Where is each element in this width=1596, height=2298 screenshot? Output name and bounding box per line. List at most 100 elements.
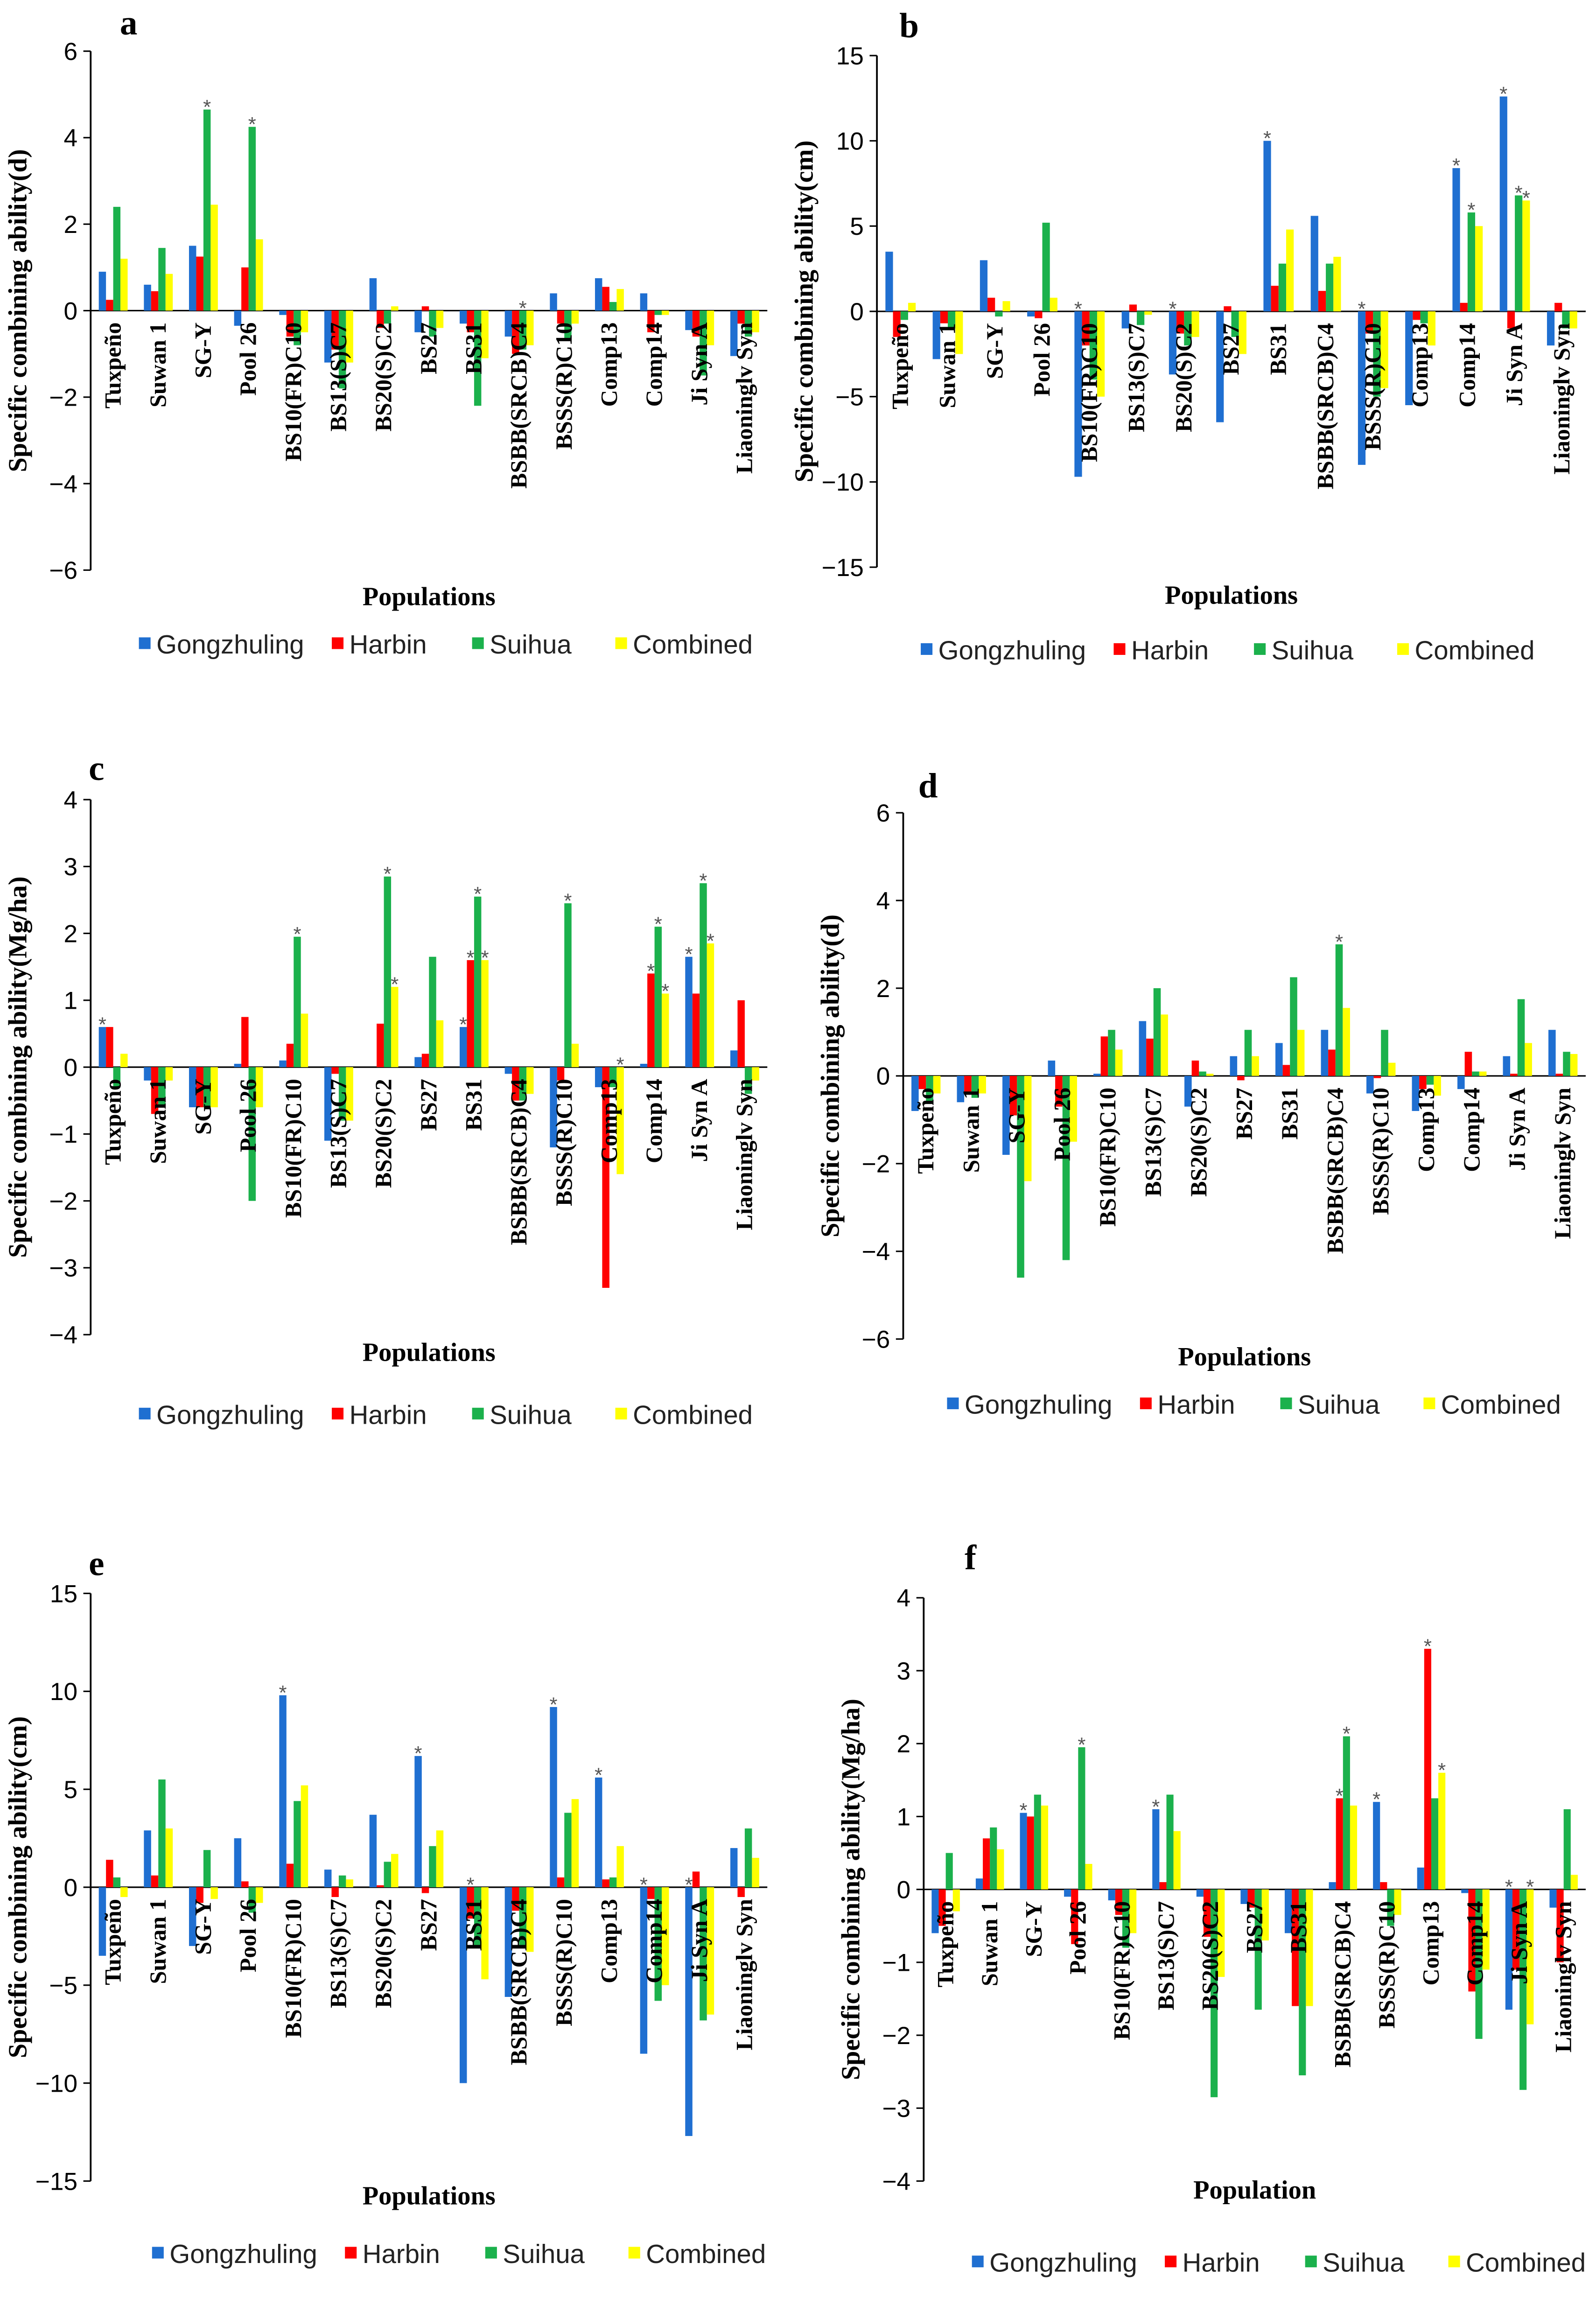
- bar-combined: [120, 259, 128, 311]
- x-tick-label: BS20(S)C2: [1197, 1901, 1223, 2010]
- legend-swatch: [1140, 1397, 1152, 1409]
- significance-star: *: [1152, 1795, 1160, 1818]
- bar-harbin: [1159, 1882, 1167, 1890]
- bar-combined: [436, 310, 444, 328]
- x-tick-label: SG-Y: [1020, 1901, 1046, 1957]
- x-tick-label: Suwan 1: [145, 1899, 171, 1984]
- bar-combined: [1097, 311, 1105, 397]
- x-tick-label: BS10(FR)C10: [280, 323, 306, 462]
- bar-gongzhuling: [640, 1063, 648, 1068]
- bar-suihua: [1089, 311, 1097, 380]
- chart-panel-f: f −4 −3 −2 −1 0 1 2 3 4 Specific combining ability…: [837, 1539, 1586, 2277]
- x-tick-label: Pool 26: [235, 323, 261, 396]
- bar-harbin: [241, 267, 249, 311]
- significance-star: *: [1505, 1876, 1513, 1898]
- x-tick-label: BS27: [1241, 1901, 1267, 1953]
- bar-harbin: [377, 1885, 384, 1887]
- x-tick-label: BS10(FR)C10: [280, 1079, 306, 1218]
- legend-swatch: [1165, 2256, 1177, 2268]
- bar-gongzhuling: [640, 293, 648, 311]
- bar-suihua: [248, 1067, 256, 1201]
- bar-gongzhuling: [640, 1887, 648, 2054]
- bar-combined: [1394, 1889, 1401, 1915]
- bar-gongzhuling: [1417, 1867, 1424, 1890]
- bar-suihua: [1042, 223, 1050, 312]
- bar-suihua: [947, 311, 956, 329]
- y-tick-label: 2: [63, 211, 77, 239]
- x-tick-label: Suwan 1: [934, 323, 960, 408]
- bar-harbin: [1512, 1889, 1520, 1970]
- y-axis-label: Specific combining ability(cm): [3, 1716, 32, 2059]
- bar-gongzhuling: [279, 310, 287, 315]
- significance-star: *: [647, 960, 655, 983]
- y-tick-label: −2: [49, 1188, 77, 1215]
- x-tick-label: Ji Syn A: [686, 1079, 712, 1162]
- x-tick-label: BS20(S)C2: [1185, 1088, 1211, 1197]
- legend-swatch: [1254, 643, 1266, 655]
- x-tick-label: BS27: [415, 323, 441, 374]
- legend-label: Combined: [633, 1400, 753, 1429]
- legend: Gongzhuling Harbin Suihua Combined: [152, 2239, 766, 2269]
- y-tick-label: 0: [63, 297, 77, 325]
- x-tick-label: BSBB(SRCB)C4: [1329, 1901, 1355, 2067]
- bar-harbin: [1419, 1075, 1427, 1089]
- bar-combined: [1070, 1075, 1077, 1142]
- bar-harbin: [940, 311, 948, 323]
- bar-suihua: [654, 310, 662, 315]
- x-tick-label: BSBB(SRCB)C4: [1322, 1088, 1348, 1254]
- bar-gongzhuling: [1074, 311, 1082, 477]
- y-axis-label: Specific combining ability(d): [816, 914, 845, 1237]
- bar-combined: [1129, 1889, 1137, 1933]
- significance-star: *: [1526, 1876, 1534, 1898]
- x-tick-label: Comp13: [596, 1079, 622, 1163]
- bar-combined: [256, 1067, 263, 1108]
- bar-combined: [256, 1887, 263, 1903]
- x-tick-label: Ji Syn A: [1501, 323, 1527, 406]
- significance-star: *: [640, 1873, 648, 1896]
- x-tick-label: BS13(S)C7: [325, 1899, 351, 2008]
- bar-gongzhuling: [234, 1063, 242, 1068]
- bar-combined: [955, 311, 963, 354]
- bar-suihua: [519, 1887, 527, 1946]
- legend-label: Suihua: [1298, 1390, 1380, 1419]
- bar-gongzhuling: [980, 260, 988, 312]
- significance-star: *: [459, 1013, 467, 1036]
- chart-panel-e: e −15 −10 −5 0 5 10 15 Specific combining abilit…: [3, 1544, 768, 2269]
- bar-suihua: [1343, 1736, 1350, 1890]
- x-tick-label: Tuxpeño: [932, 1901, 958, 1988]
- significance-star: *: [1358, 297, 1365, 320]
- bar-suihua: [1017, 1075, 1024, 1278]
- bar-combined: [1434, 1075, 1441, 1096]
- panel-letter: d: [918, 766, 938, 805]
- bar-gongzhuling: [1373, 1802, 1380, 1890]
- bar-combined: [752, 310, 759, 332]
- x-tick-label: Comp14: [1454, 323, 1480, 408]
- bar-suihua: [338, 1875, 346, 1887]
- bar-suihua: [1475, 1889, 1483, 2039]
- bar-gongzhuling: [1275, 1043, 1283, 1076]
- bar-combined: [301, 310, 308, 332]
- y-tick-label: 0: [63, 1054, 77, 1082]
- bar-combined: [481, 960, 489, 1068]
- legend: Gongzhuling Harbin Suihua Combined: [139, 1400, 753, 1429]
- bar-suihua: [429, 1846, 436, 1887]
- bar-suihua: [294, 936, 301, 1068]
- bar-suihua: [744, 1828, 752, 1887]
- bar-combined: [997, 1849, 1004, 1890]
- bar-combined: [571, 310, 579, 324]
- bar-suihua: [474, 896, 482, 1068]
- legend-swatch: [345, 2247, 357, 2259]
- y-tick-label: 4: [63, 125, 77, 152]
- bar-gongzhuling: [1503, 1056, 1511, 1076]
- bar-gongzhuling: [1216, 311, 1224, 422]
- bar-gongzhuling: [1184, 1075, 1192, 1107]
- x-tick-label: Pool 26: [235, 1079, 261, 1152]
- bar-harbin: [692, 993, 700, 1068]
- bar-harbin: [241, 1017, 249, 1068]
- bar-harbin: [1082, 311, 1090, 346]
- x-tick-label: BS20(S)C2: [370, 1899, 396, 2008]
- bar-combined: [1261, 1889, 1269, 1941]
- bar-gongzhuling: [324, 1869, 332, 1887]
- significance-star: *: [595, 1764, 602, 1786]
- bar-suihua: [1426, 1075, 1434, 1085]
